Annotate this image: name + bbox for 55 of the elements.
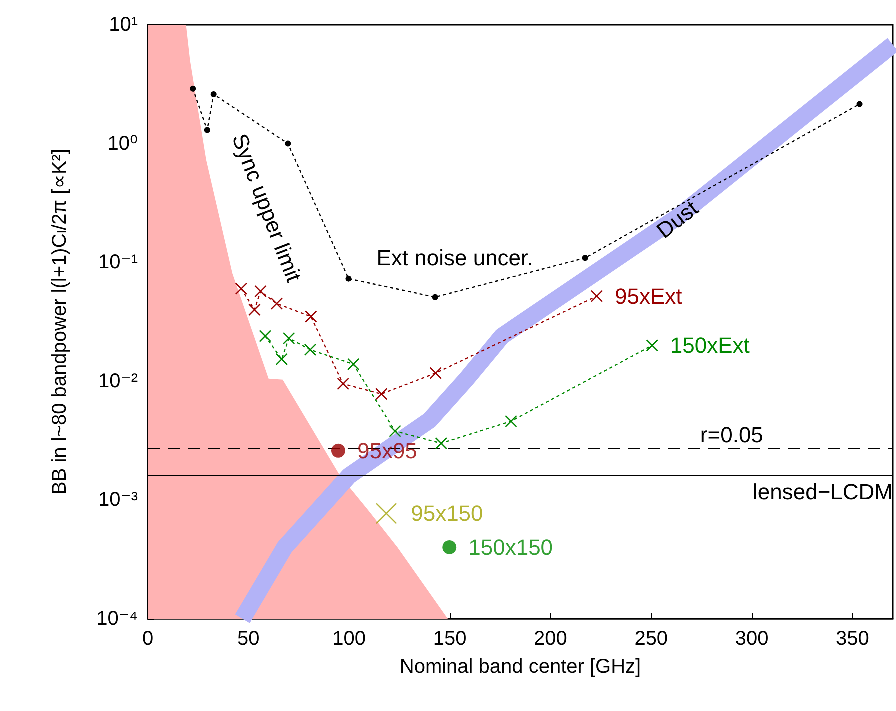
annotation: Sync upper limit bbox=[227, 130, 307, 286]
series-label: 95x150 bbox=[411, 501, 484, 526]
point bbox=[276, 353, 288, 366]
x-tick-label: 200 bbox=[534, 628, 568, 650]
series-label: 150xExt bbox=[670, 333, 750, 358]
point bbox=[347, 358, 360, 371]
y-tick-label: 10⁻² bbox=[98, 370, 138, 392]
x-axis-title: Nominal band center [GHz] bbox=[400, 656, 642, 678]
y-axis-title: BB in l~80 bandpower l(l+1)Cₗ/2π [∝K²] bbox=[49, 148, 71, 496]
point bbox=[331, 444, 346, 458]
point bbox=[282, 332, 296, 345]
point bbox=[337, 378, 350, 390]
annotation: r=0.05 bbox=[700, 422, 764, 448]
point bbox=[304, 344, 317, 356]
point bbox=[204, 127, 210, 134]
point bbox=[430, 367, 442, 380]
point bbox=[582, 255, 588, 262]
point bbox=[254, 285, 267, 298]
y-tick-label: 10⁻⁴ bbox=[96, 608, 138, 630]
x-tick-label: 0 bbox=[142, 628, 154, 650]
annotation: Ext noise uncer. bbox=[376, 246, 534, 270]
point bbox=[259, 330, 272, 342]
x-tick-label: 350 bbox=[836, 628, 870, 650]
point bbox=[190, 86, 196, 92]
annotation: Dust bbox=[652, 196, 704, 244]
y-tick-label: 10⁻¹ bbox=[98, 252, 138, 274]
y-tick-label: 10⁰ bbox=[108, 132, 138, 155]
point bbox=[590, 290, 604, 302]
point bbox=[304, 310, 318, 323]
series-label: 150x150 bbox=[468, 534, 554, 560]
point bbox=[389, 425, 402, 438]
point bbox=[346, 276, 352, 282]
point bbox=[376, 503, 398, 524]
point bbox=[442, 540, 457, 554]
series-label: 95xExt bbox=[615, 284, 682, 309]
point bbox=[646, 339, 659, 352]
x-tick-label: 150 bbox=[433, 628, 467, 650]
point bbox=[248, 304, 261, 316]
point bbox=[856, 101, 863, 108]
point bbox=[435, 437, 448, 450]
point bbox=[375, 388, 388, 400]
ref-line-label: lensed−LCDM bbox=[752, 479, 893, 504]
point bbox=[505, 415, 518, 428]
point bbox=[285, 140, 292, 147]
x-tick-label: 50 bbox=[238, 628, 260, 650]
y-tick-label: 10⁻³ bbox=[98, 489, 138, 512]
x-tick-label: 100 bbox=[332, 628, 366, 650]
x-tick-label: 250 bbox=[634, 628, 668, 650]
point bbox=[270, 298, 284, 310]
point bbox=[210, 92, 217, 98]
y-tick-label: 10¹ bbox=[109, 14, 138, 36]
series-label: 95x95 bbox=[357, 438, 418, 464]
x-tick-label: 300 bbox=[735, 628, 769, 650]
point bbox=[235, 282, 248, 296]
point bbox=[432, 294, 438, 300]
